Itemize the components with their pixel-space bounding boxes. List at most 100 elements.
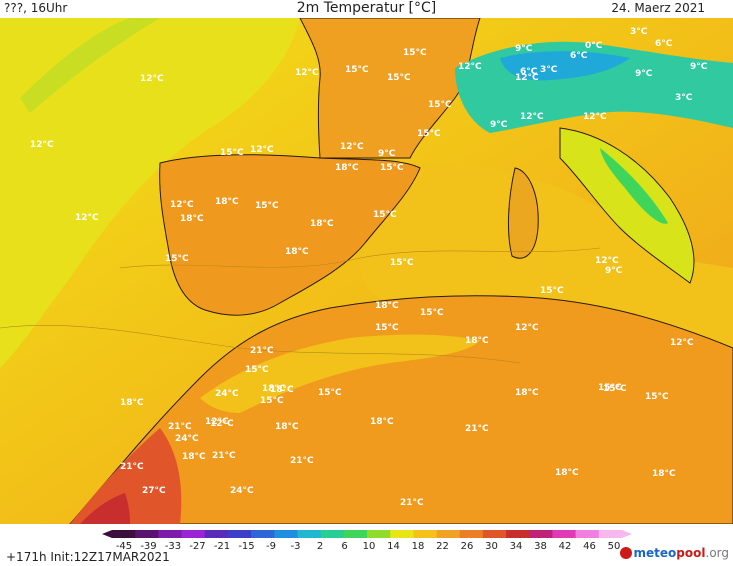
- temperature-label: 12°C: [75, 213, 99, 223]
- temperature-label: 21°C: [465, 424, 489, 434]
- temperature-label: 21°C: [290, 456, 314, 466]
- temperature-label: 12°C: [210, 419, 234, 429]
- legend-tick-label: 30: [485, 541, 498, 552]
- temperature-label: 18°C: [465, 336, 489, 346]
- temperature-label: 18°C: [515, 388, 539, 398]
- legend-tick-label: 26: [461, 541, 474, 552]
- temperature-label: 21°C: [400, 498, 424, 508]
- temperature-label: 21°C: [120, 462, 144, 472]
- temperature-label: 12°C: [595, 256, 619, 266]
- legend-tick-label: -45: [116, 541, 132, 552]
- temperature-label: 12°C: [205, 417, 229, 427]
- temperature-label: 6°C: [570, 51, 588, 61]
- legend-swatch: [459, 530, 484, 538]
- temperature-label: 18°C: [310, 219, 334, 229]
- temperature-label: 12°C: [458, 62, 482, 72]
- forecast-time: ???, 16Uhr: [4, 1, 68, 15]
- forecast-date: 24. Maerz 2021: [611, 1, 705, 15]
- temperature-label: 6°C: [520, 67, 538, 77]
- temperature-label: 18°C: [215, 197, 239, 207]
- legend-tick-label: -27: [189, 541, 205, 552]
- temperature-label: 15°C: [420, 308, 444, 318]
- temperature-label: 6°C: [655, 39, 673, 49]
- temperature-label: 15°C: [255, 201, 279, 211]
- model-run-info: +171h Init:12Z17MAR2021: [6, 550, 170, 564]
- legend-tick-label: -15: [238, 541, 254, 552]
- temperature-label: 15°C: [380, 163, 404, 173]
- legend-swatch: [367, 530, 391, 538]
- temperature-label: 18°C: [120, 398, 144, 408]
- color-legend: -45 -39 -33 -27 -21 -15 -9 -3 2 6 10 14 18 22 26 30 34 38…: [0, 524, 733, 566]
- temperature-label: 9°C: [515, 44, 533, 54]
- legend-tick-label: 34: [510, 541, 523, 552]
- temperature-label: 3°C: [630, 27, 648, 37]
- legend-swatch: [204, 530, 229, 538]
- temperature-labels: 12°C15°C15°C12°C12°C12°C15°C12°C15°C9°C3…: [30, 27, 708, 508]
- temperature-label: 18°C: [375, 301, 399, 311]
- temperature-label: 9°C: [490, 120, 508, 130]
- temperature-label: 18°C: [652, 469, 676, 479]
- legend-tick-label: 42: [559, 541, 572, 552]
- legend-tick-label: 18: [412, 541, 425, 552]
- contour-line: [0, 324, 521, 364]
- temperature-label: 12°C: [520, 112, 544, 122]
- hot-corner: [80, 493, 130, 524]
- temperature-label: 15°C: [375, 323, 399, 333]
- brand-part-2: pool: [676, 546, 706, 560]
- temperature-map: 12°C15°C15°C12°C12°C12°C15°C12°C15°C9°C3…: [0, 18, 733, 524]
- temperature-label: 12°C: [170, 200, 194, 210]
- temperature-label: 12°C: [140, 74, 164, 84]
- legend-swatch: [227, 530, 252, 538]
- logo-icon: [619, 547, 632, 559]
- north-africa-landmass: [69, 295, 733, 524]
- temperature-label: 18°C: [182, 452, 206, 462]
- legend-tick-label: 14: [387, 541, 400, 552]
- temperature-label: 15°C: [403, 48, 427, 58]
- italy-landmass: [559, 127, 695, 284]
- temperature-label: 15°C: [373, 210, 397, 220]
- temperature-label: 3°C: [675, 93, 693, 103]
- legend-tick-label: 50: [608, 541, 621, 552]
- legend-tick-label: 2: [317, 541, 323, 552]
- temperature-label: 15°C: [165, 254, 189, 264]
- legend-swatch: [158, 530, 183, 538]
- temperature-label: 12°C: [515, 73, 539, 83]
- temperature-label: 18°C: [180, 214, 204, 224]
- temperature-label: 24°C: [215, 389, 239, 399]
- temperature-label: 15°C: [603, 384, 627, 394]
- temperature-label: 12°C: [250, 145, 274, 155]
- temperature-label: 9°C: [378, 149, 396, 159]
- legend-swatch: [482, 530, 507, 538]
- temperature-label: 15°C: [417, 129, 441, 139]
- legend-tick-label: 38: [534, 541, 547, 552]
- temperature-label: 12°C: [583, 112, 607, 122]
- alps-snow-core: [500, 51, 630, 81]
- temperature-label: 15°C: [390, 258, 414, 268]
- temperature-label: 18°C: [270, 385, 294, 395]
- legend-tick-label: -21: [214, 541, 230, 552]
- atlantic-cool-zone: [0, 18, 300, 368]
- atlantic-cold-streak: [20, 18, 160, 113]
- temperature-label: 21°C: [168, 422, 192, 432]
- legend-swatch: [320, 530, 345, 538]
- legend-swatch: [274, 530, 298, 538]
- temperature-label: 12°C: [295, 68, 319, 78]
- meteopool-logo[interactable]: meteopool.org: [619, 546, 729, 560]
- italy-apennines-cold: [600, 148, 668, 224]
- legend-scale: -45 -39 -33 -27 -21 -15 -9 -3 2 6 10 14 18 22 26 30 34 38…: [102, 530, 632, 552]
- temperature-label: 9°C: [635, 69, 653, 79]
- legend-tick-label: 6: [341, 541, 347, 552]
- temperature-label: 27°C: [142, 486, 166, 496]
- legend-arrow-right: [622, 530, 632, 538]
- legend-tick-label: -39: [140, 541, 156, 552]
- temperature-label: 9°C: [605, 266, 623, 276]
- legend-swatch: [390, 530, 414, 538]
- temperature-label: 21°C: [250, 346, 274, 356]
- map-header: ???, 16Uhr 2m Temperatur [°C] 24. Maerz …: [0, 0, 733, 18]
- temperature-label: 15°C: [220, 148, 244, 158]
- legend-swatch: [251, 530, 275, 538]
- temperature-label: 24°C: [230, 486, 254, 496]
- legend-tick-label: 10: [363, 541, 376, 552]
- legend-swatch: [112, 530, 136, 538]
- temperature-label: 15°C: [645, 392, 669, 402]
